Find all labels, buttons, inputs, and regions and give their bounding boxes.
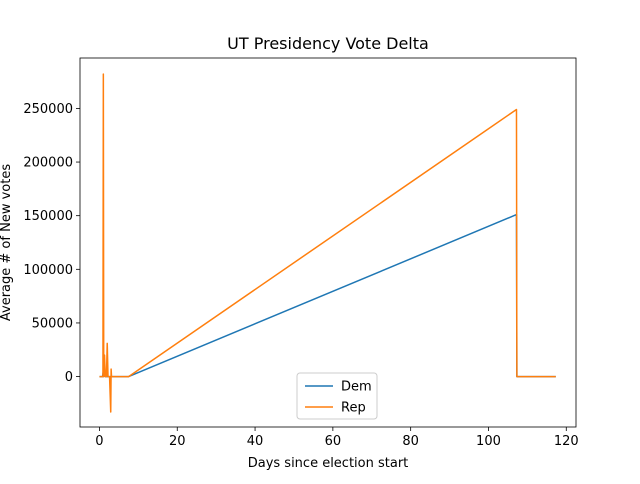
y-tick-label: 200000 [23,156,73,171]
chart-title: UT Presidency Vote Delta [227,34,429,53]
x-axis-label: Days since election start [248,456,409,471]
x-tick-label: 80 [402,434,419,449]
series-line-rep [99,73,556,413]
y-tick-label: 50000 [32,316,73,331]
x-tick-label: 120 [554,434,579,449]
x-tick-label: 60 [325,434,342,449]
y-tick-label: 150000 [23,209,73,224]
y-tick-label: 100000 [23,263,73,278]
legend-label-dem: Dem [341,380,372,395]
x-tick-label: 40 [247,434,264,449]
y-tick-label: 0 [65,370,73,385]
x-tick-label: 0 [95,434,103,449]
legend-label-rep: Rep [341,401,366,416]
x-tick-label: 100 [476,434,501,449]
series-group [99,73,556,413]
y-tick-label: 250000 [23,102,73,117]
x-tick-label: 20 [169,434,186,449]
y-axis-label: Average # of New votes [0,164,14,321]
plot-frame [79,57,577,428]
